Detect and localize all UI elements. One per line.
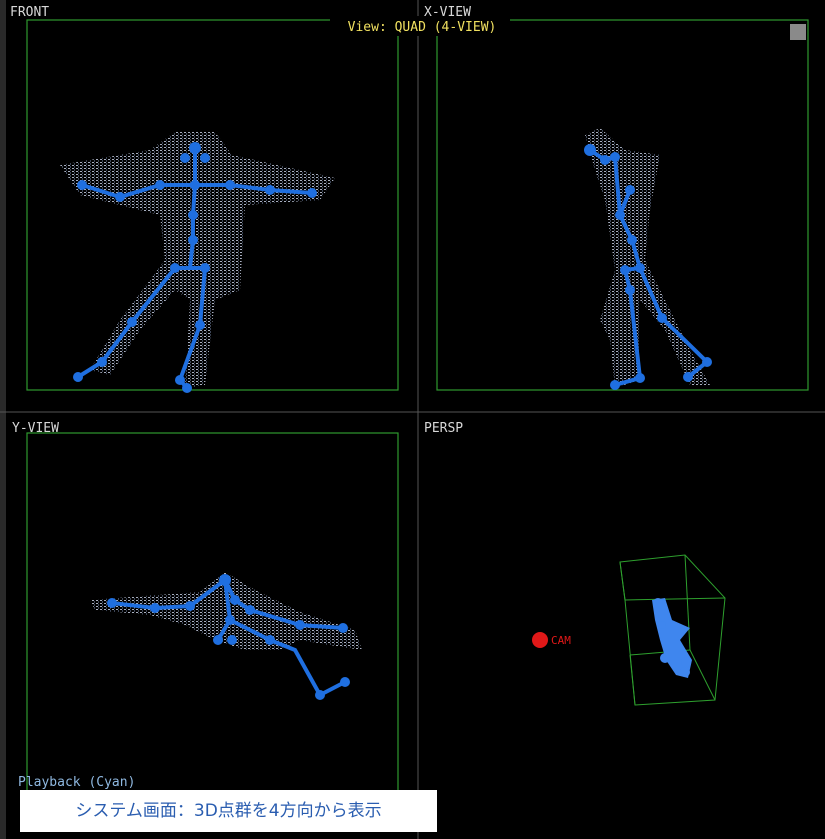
- joint: [683, 372, 693, 382]
- joint: [681, 657, 691, 667]
- joint: [189, 142, 201, 154]
- view-title: View: QUAD (4-VIEW): [348, 20, 497, 35]
- joint: [213, 635, 223, 645]
- joint: [660, 653, 670, 663]
- joint: [150, 603, 160, 613]
- joint: [185, 601, 195, 611]
- joint: [115, 192, 125, 202]
- joint: [338, 623, 348, 633]
- joint: [635, 373, 645, 383]
- joint: [245, 605, 255, 615]
- joint: [627, 235, 637, 245]
- window-button[interactable]: [790, 24, 806, 40]
- joint: [127, 317, 137, 327]
- joint: [225, 615, 235, 625]
- joint: [702, 357, 712, 367]
- view-label: Y-VIEW: [12, 421, 59, 436]
- status-text: Playback (Cyan): [18, 775, 135, 790]
- shape: [625, 598, 725, 600]
- joint: [620, 265, 630, 275]
- joint: [77, 180, 87, 190]
- view-label: FRONT: [10, 5, 49, 20]
- persp-figure: [652, 598, 692, 678]
- joint: [610, 380, 620, 390]
- camera-marker: [532, 632, 548, 648]
- joint: [265, 185, 275, 195]
- joint: [265, 635, 275, 645]
- joint: [107, 598, 117, 608]
- joint: [615, 210, 625, 220]
- joint: [658, 621, 666, 629]
- joint: [635, 263, 645, 273]
- joint: [225, 180, 235, 190]
- joint: [73, 372, 83, 382]
- joint: [188, 210, 198, 220]
- shape: [630, 655, 635, 705]
- joint: [180, 153, 190, 163]
- joint: [190, 180, 200, 190]
- joint: [230, 595, 240, 605]
- joint: [584, 144, 596, 156]
- joint: [625, 285, 635, 295]
- camera-label: CAM: [551, 634, 571, 647]
- joint: [200, 263, 210, 273]
- joint: [155, 180, 165, 190]
- view-label: PERSP: [424, 421, 463, 436]
- viewer-page: FRONT X-VIEW View: QUAD (4-VIEW) Y-VIEW …: [0, 0, 825, 839]
- joint: [657, 313, 667, 323]
- caption: システム画面：3D点群を4方向から表示: [20, 790, 437, 832]
- joint: [340, 677, 350, 687]
- joint: [610, 152, 620, 162]
- joint: [175, 375, 185, 385]
- joint: [600, 155, 610, 165]
- quad-viewport: FRONT X-VIEW View: QUAD (4-VIEW) Y-VIEW …: [0, 0, 825, 839]
- front-cloud: [60, 132, 335, 388]
- joint: [680, 667, 690, 677]
- shape: [690, 650, 715, 700]
- joint: [200, 153, 210, 163]
- joint: [170, 263, 180, 273]
- shape: [60, 132, 335, 388]
- joint: [653, 598, 663, 608]
- shape: [620, 562, 625, 600]
- shape: [685, 555, 690, 650]
- joint: [219, 574, 231, 586]
- joint: [295, 620, 305, 630]
- joint: [182, 383, 192, 393]
- joint: [227, 635, 237, 645]
- joint: [307, 188, 317, 198]
- joint: [315, 690, 325, 700]
- joint: [188, 235, 198, 245]
- joint: [97, 357, 107, 367]
- joint: [625, 185, 635, 195]
- joint: [195, 320, 205, 330]
- left-edge: [0, 0, 6, 839]
